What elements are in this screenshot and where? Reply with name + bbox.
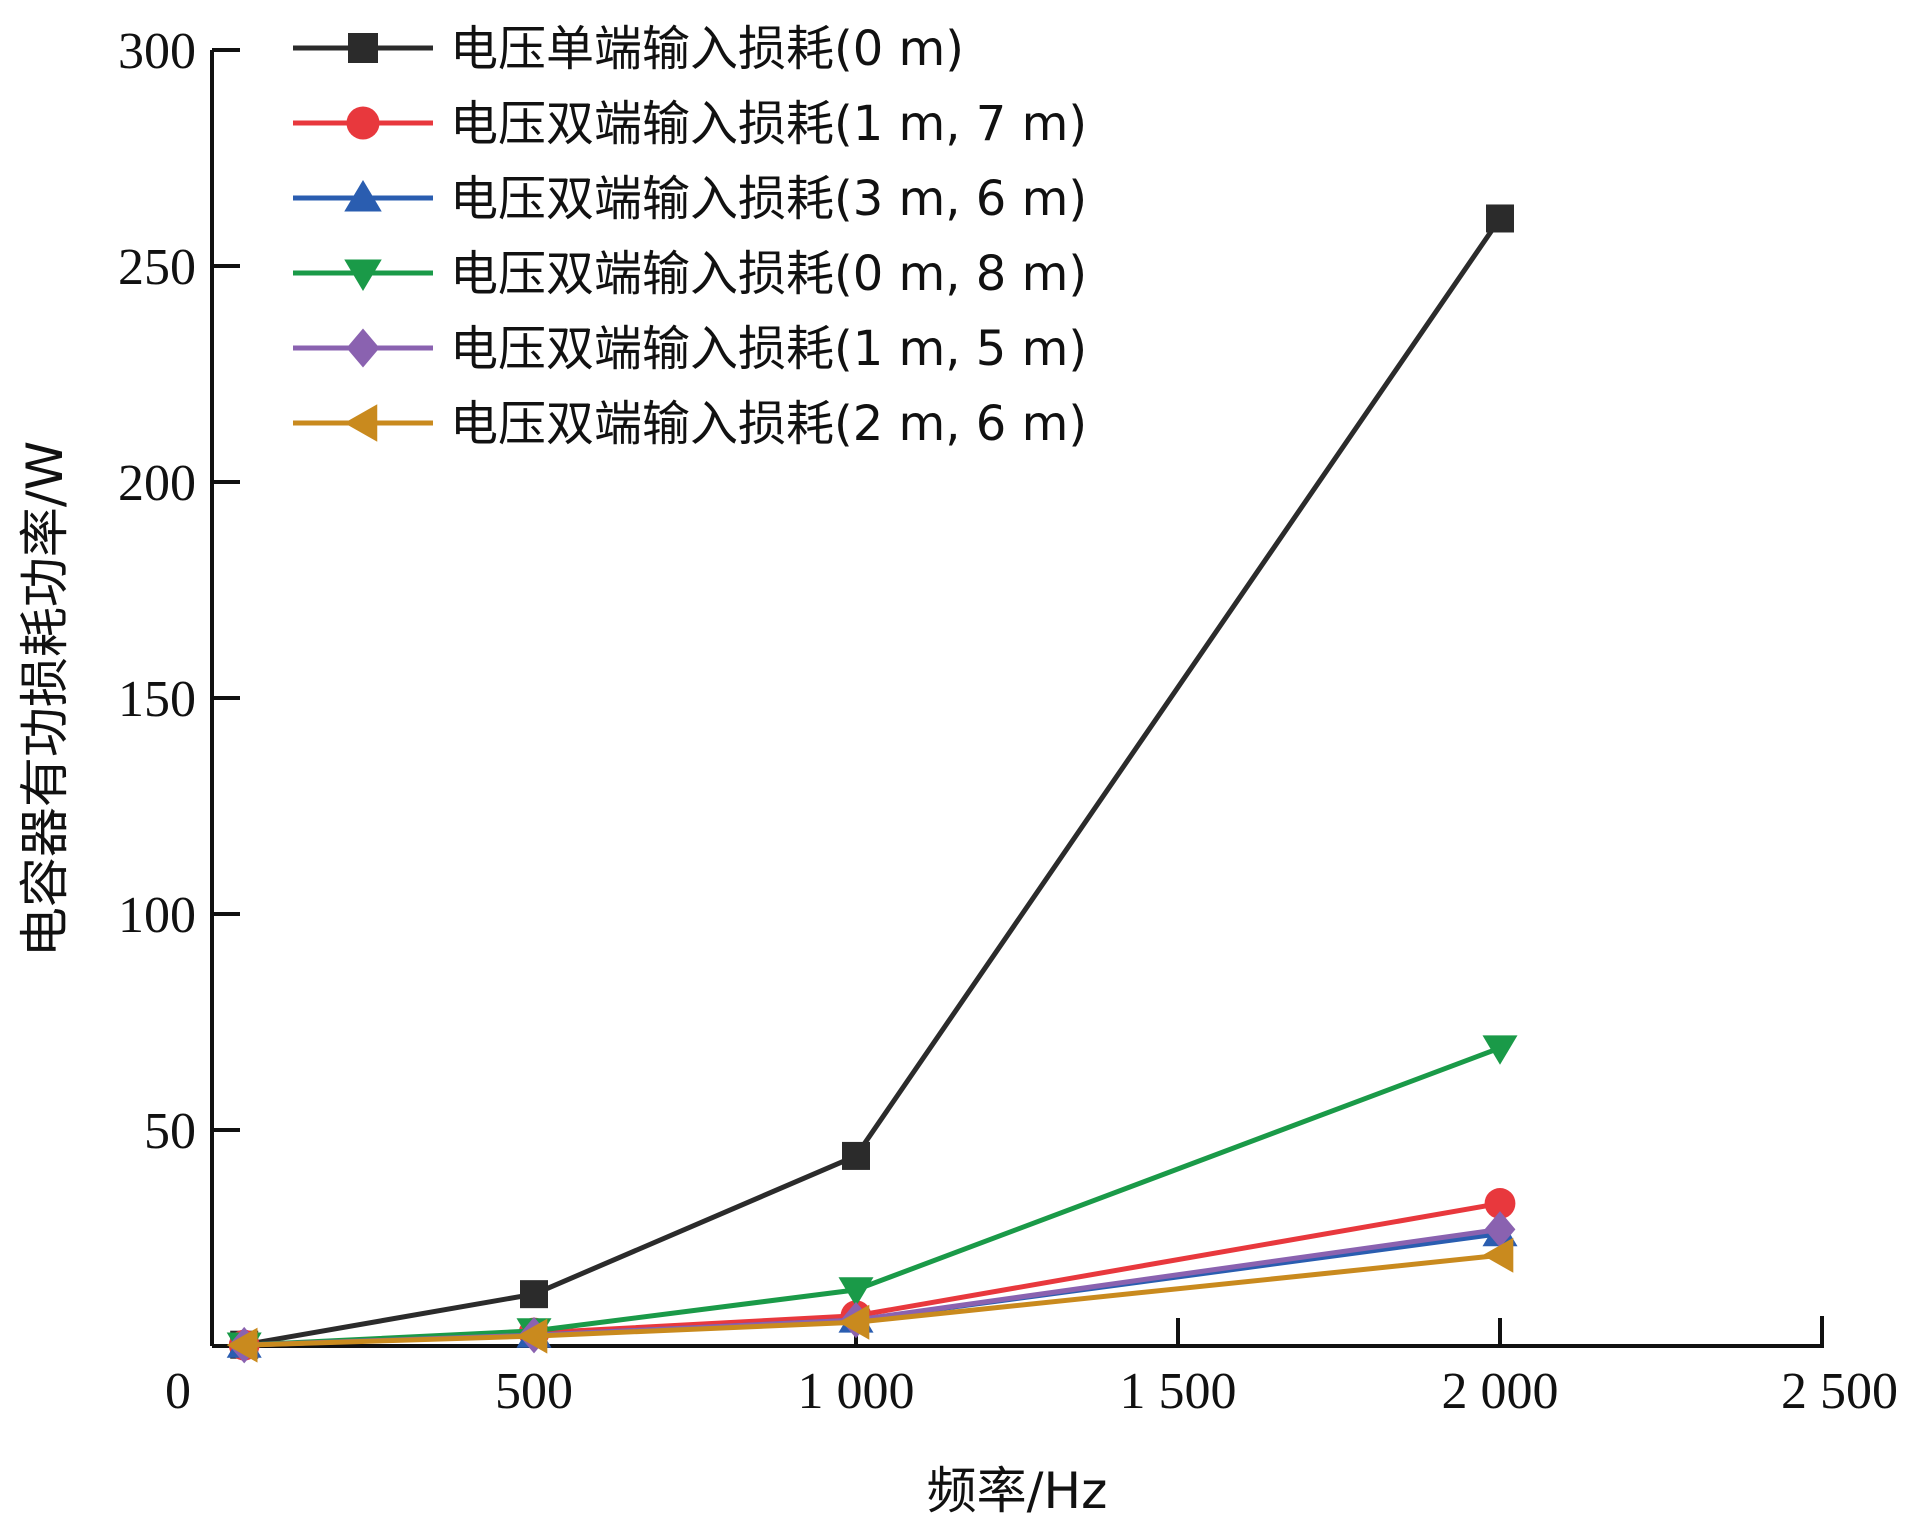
legend-item: 电压双端输入损耗(1 m, 7 m) <box>293 96 1087 152</box>
data-point <box>1484 1188 1516 1219</box>
x-tick-label: 2 500 <box>1781 1363 1898 1420</box>
data-point <box>1482 1035 1518 1065</box>
series-layer <box>226 204 1518 1364</box>
y-tick-label: 50 <box>144 1103 196 1160</box>
series-1 <box>230 204 1514 1359</box>
data-point <box>838 1304 870 1340</box>
series-line <box>244 1252 1501 1348</box>
legend-marker <box>344 180 382 212</box>
legend-marker <box>346 328 380 368</box>
legend-item: 电压双端输入损耗(0 m, 8 m) <box>293 246 1087 302</box>
legend-label: 电压双端输入损耗(1 m, 5 m) <box>450 321 1087 377</box>
series-line <box>244 1231 1501 1348</box>
series-6 <box>226 1237 1514 1363</box>
axes <box>210 50 1824 1348</box>
y-axis-title: 电容器有功损耗功率/W <box>16 441 74 957</box>
x-tick-label: 1 000 <box>798 1363 915 1420</box>
y-tick-label: 250 <box>118 239 196 296</box>
data-point <box>520 1280 548 1309</box>
legend-item: 电压双端输入损耗(2 m, 6 m) <box>293 396 1087 452</box>
legend-marker <box>344 404 378 442</box>
legend-item: 电压单端输入损耗(0 m) <box>293 21 964 77</box>
x-tick-label: 2 000 <box>1442 1363 1559 1420</box>
series-line <box>243 217 1503 1348</box>
legend-item: 电压双端输入损耗(3 m, 6 m) <box>293 171 1087 227</box>
series-line <box>244 1226 1501 1348</box>
series-line <box>244 1045 1501 1348</box>
ticks: 50 100 150 200 250 300 0 500 1 000 1 500 2 000 2 50… <box>118 23 1898 1420</box>
x-tick-label: 500 <box>495 1363 573 1420</box>
x-tick-label: 0 <box>165 1363 191 1420</box>
legend-marker <box>344 259 382 291</box>
legend-label: 电压双端输入损耗(0 m, 8 m) <box>450 246 1087 302</box>
x-axis-title: 频率/Hz <box>927 1462 1108 1520</box>
data-point <box>516 1318 548 1354</box>
legend-label: 电压双端输入损耗(2 m, 6 m) <box>450 396 1087 452</box>
data-point <box>1482 1237 1514 1273</box>
data-point <box>226 1327 258 1363</box>
data-point <box>842 1141 870 1170</box>
data-point <box>838 1277 874 1307</box>
legend-item: 电压双端输入损耗(1 m, 5 m) <box>293 321 1087 377</box>
data-point <box>1486 204 1514 233</box>
legend-label: 电压双端输入损耗(1 m, 7 m) <box>450 96 1087 152</box>
y-tick-label: 150 <box>118 671 196 728</box>
legend-label: 电压单端输入损耗(0 m) <box>450 21 964 77</box>
legend-marker <box>346 106 380 140</box>
y-tick-label: 300 <box>118 23 196 80</box>
data-point <box>1484 1211 1516 1248</box>
y-tick-label: 100 <box>118 887 196 944</box>
x-axis-line <box>212 1316 1824 1348</box>
y-tick-label: 200 <box>118 455 196 512</box>
x-tick-label: 1 500 <box>1120 1363 1237 1420</box>
legend-label: 电压双端输入损耗(3 m, 6 m) <box>450 171 1087 227</box>
legend-marker <box>348 33 378 63</box>
legend: 电压单端输入损耗(0 m) 电压双端输入损耗(1 m, 7 m) 电压双端输入损耗(… <box>293 21 1087 452</box>
